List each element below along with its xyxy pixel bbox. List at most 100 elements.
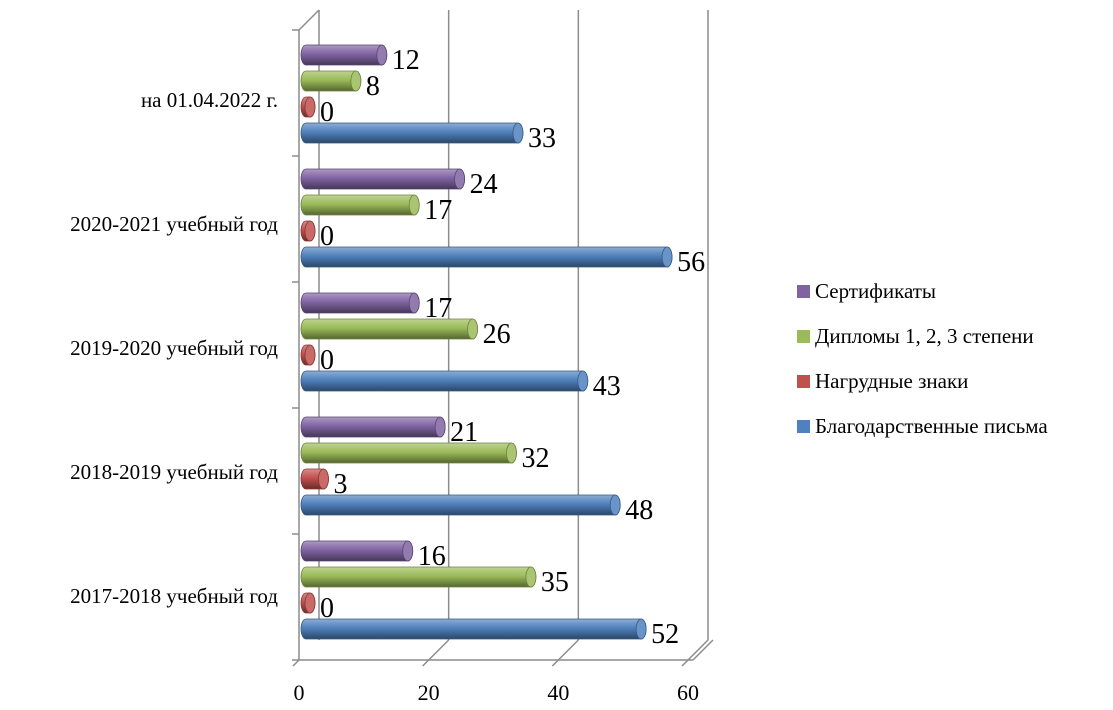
category-label-5: 2017-2018 учебный год (70, 584, 278, 608)
bar-cap (506, 442, 517, 464)
bar-дипломы-1-2-3-степени-3 (300, 318, 478, 340)
bar-cap (376, 44, 388, 66)
floor-right-depth (692, 639, 714, 661)
x-tick-label: 60 (677, 680, 699, 705)
gridline-depth-60 (687, 639, 709, 661)
bar-body (300, 540, 414, 562)
bar-cap (304, 96, 316, 118)
legend-label: Дипломы 1, 2, 3 степени (815, 324, 1034, 348)
chart-frame (292, 9, 714, 661)
bar-cap (609, 494, 621, 516)
x-tick-mark (551, 659, 559, 667)
data-label-благодарственные-письма-3: 43 (593, 371, 621, 402)
legend-item-3: Нагрудные знаки (797, 369, 968, 393)
data-label-благодарственные-письма-1: 33 (528, 123, 556, 154)
bar-благодарственные-письма-1 (300, 122, 524, 144)
bar-сертификаты-5 (300, 540, 414, 562)
bar-body (300, 168, 465, 190)
data-label-нагрудные-знаки-2: 0 (320, 221, 334, 252)
bar-body (300, 292, 420, 314)
bar-нагрудные-знаки-2 (300, 220, 316, 242)
bar-cap (577, 370, 589, 392)
data-labels: 12 8 0 33 24 17 0 56 17 26 0 43 21 32 3 48 16 35 0 52 (320, 45, 705, 650)
data-label-дипломы-1-2-3-степени-1: 8 (366, 71, 380, 102)
legend-label: Нагрудные знаки (815, 369, 968, 393)
bar-cap (467, 318, 478, 340)
data-label-нагрудные-знаки-4: 3 (333, 469, 347, 500)
legend-swatch (797, 375, 810, 388)
bar-благодарственные-письма-4 (300, 494, 621, 516)
bar-сертификаты-4 (300, 416, 446, 438)
bar-cap (635, 618, 647, 640)
data-label-сертификаты-2: 24 (470, 169, 498, 200)
category-label-3: 2019-2020 учебный год (70, 336, 278, 360)
bar-cap (304, 592, 316, 614)
bar-cap (350, 70, 362, 92)
x-axis-ticks: 0 20 40 60 (292, 659, 699, 705)
data-label-дипломы-1-2-3-степени-3: 26 (483, 319, 511, 350)
x-tick-mark (681, 659, 689, 667)
bar-body (300, 246, 673, 268)
x-tick-mark (292, 659, 300, 667)
data-label-благодарственные-письма-5: 52 (651, 619, 679, 650)
data-label-нагрудные-знаки-3: 0 (320, 345, 334, 376)
legend-item-2: Дипломы 1, 2, 3 степени (797, 324, 1034, 348)
bar-дипломы-1-2-3-степени-4 (300, 442, 517, 464)
legend-swatch (797, 420, 810, 433)
bar-cap (318, 468, 329, 490)
bar-нагрудные-знаки-4 (300, 468, 329, 490)
data-label-дипломы-1-2-3-степени-5: 35 (541, 567, 569, 598)
bar-body (300, 122, 524, 144)
bar-сертификаты-2 (300, 168, 466, 190)
legend-swatch (797, 330, 810, 343)
bar-cap (304, 344, 316, 366)
legend-swatch (797, 285, 810, 298)
x-tick-mark (422, 659, 430, 667)
bar-нагрудные-знаки-3 (300, 344, 316, 366)
data-label-сертификаты-5: 16 (418, 541, 446, 572)
bar-cap (304, 220, 316, 242)
bar-сертификаты-3 (300, 292, 420, 314)
bar-дипломы-1-2-3-степени-1 (300, 70, 362, 92)
bar-дипломы-1-2-3-степени-5 (300, 566, 537, 588)
bar-cap (661, 246, 673, 268)
data-label-сертификаты-4: 21 (450, 417, 478, 448)
legend-item-4: Благодарственные письма (797, 414, 1048, 438)
bar-body (300, 370, 589, 392)
data-label-сертификаты-3: 17 (424, 293, 452, 324)
bar-cap (408, 292, 420, 314)
category-label-4: 2018-2019 учебный год (70, 460, 278, 484)
data-label-сертификаты-1: 12 (392, 45, 420, 76)
bar-сертификаты-1 (300, 44, 388, 66)
legend-item-1: Сертификаты (797, 279, 936, 303)
legend: Сертификаты Дипломы 1, 2, 3 степени Нагруд… (797, 279, 1048, 438)
x-tick-label: 20 (418, 680, 440, 705)
bar-cap (454, 168, 466, 190)
bar-нагрудные-знаки-5 (300, 592, 316, 614)
bar-body (300, 416, 446, 438)
bar-body (300, 494, 621, 516)
axis-top-depth (298, 9, 320, 31)
category-label-1: на 01.04.2022 г. (141, 88, 278, 112)
category-labels: на 01.04.2022 г. 2020-2021 учебный год 201… (70, 88, 278, 608)
gridline-depth-40 (557, 639, 579, 661)
legend-label: Благодарственные письма (815, 414, 1048, 438)
bar-body (300, 618, 647, 640)
gridline-depth-20 (428, 639, 450, 661)
x-tick-label: 0 (294, 680, 305, 705)
x-tick-label: 40 (547, 680, 569, 705)
bar-cap (512, 122, 524, 144)
data-label-дипломы-1-2-3-степени-4: 32 (521, 443, 549, 474)
category-label-2: 2020-2021 учебный год (70, 212, 278, 236)
bar-cap (408, 194, 420, 216)
legend-label: Сертификаты (815, 279, 936, 303)
bar-благодарственные-письма-3 (300, 370, 589, 392)
data-label-благодарственные-письма-4: 48 (625, 495, 653, 526)
data-label-нагрудные-знаки-5: 0 (320, 593, 334, 624)
bar-благодарственные-письма-5 (300, 618, 647, 640)
bar-дипломы-1-2-3-степени-2 (300, 194, 420, 216)
bar-cap (402, 540, 414, 562)
bar-cap (525, 566, 537, 588)
bar-cap (434, 416, 446, 438)
